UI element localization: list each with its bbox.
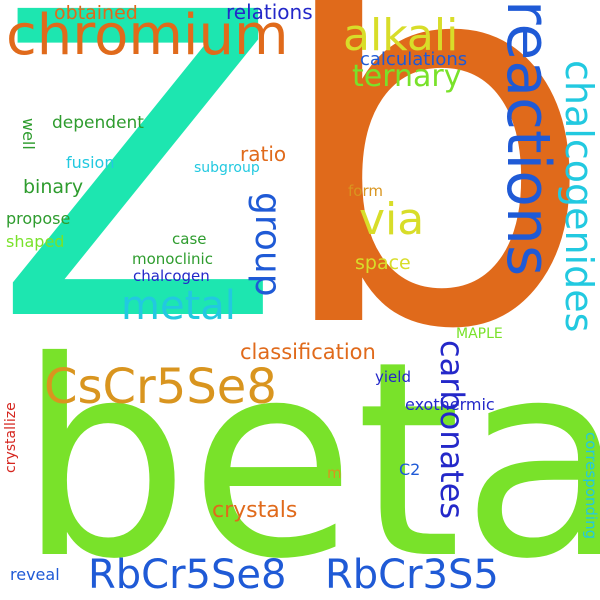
word-MAPLE: MAPLE [456,326,503,342]
word-reveal: reveal [10,565,60,584]
word-monoclinic: monoclinic [132,250,213,268]
word-calculations: calculations [360,49,468,70]
word-RbCr5Se8: RbCr5Se8 [88,552,287,598]
word-m: m [327,464,342,482]
word-binary: binary [23,176,84,198]
word-yield: yield [375,368,411,386]
word-chalcogen: chalcogen [133,267,210,285]
word-CsCr5Se8: CsCr5Se8 [44,359,277,415]
word-carbonates: carbonates [433,340,471,520]
word-ratio: ratio [240,142,287,166]
word-crystallize: crystallize [3,402,19,473]
word-chromium: chromium [6,3,289,68]
word-zb-z: Z [0,0,282,414]
word-via: via [359,194,425,245]
word-classification: classification [240,340,376,364]
word-exothermic: exothermic [405,395,495,414]
word-propose: propose [6,209,71,228]
word-shaped: shaped [6,232,65,251]
word-ternary: ternary [352,59,462,94]
word-well: well [19,118,38,150]
word-dependent: dependent [52,113,144,133]
word-space: space [355,252,411,274]
word-relations: relations [226,0,313,24]
word-zb-b: b [268,0,599,443]
word-case: case [172,230,207,248]
word-corresponding: corresponding [582,432,600,540]
word-RbCr3S5: RbCr3S5 [325,552,499,598]
word-group: group [247,192,288,297]
word-alkali: alkali [343,10,459,61]
word-form: form [348,182,383,200]
word-subgroup: subgroup [194,160,260,176]
word-C2: C2 [399,460,421,479]
word-crystals: crystals [212,498,298,523]
word-beta: beta [18,303,600,600]
word-chalcogenides: chalcogenides [557,60,600,333]
word-metal: metal [121,283,236,329]
word-reactions: reactions [493,0,563,277]
word-fusion: fusion [66,153,115,172]
word-obtained: obtained [54,2,138,24]
